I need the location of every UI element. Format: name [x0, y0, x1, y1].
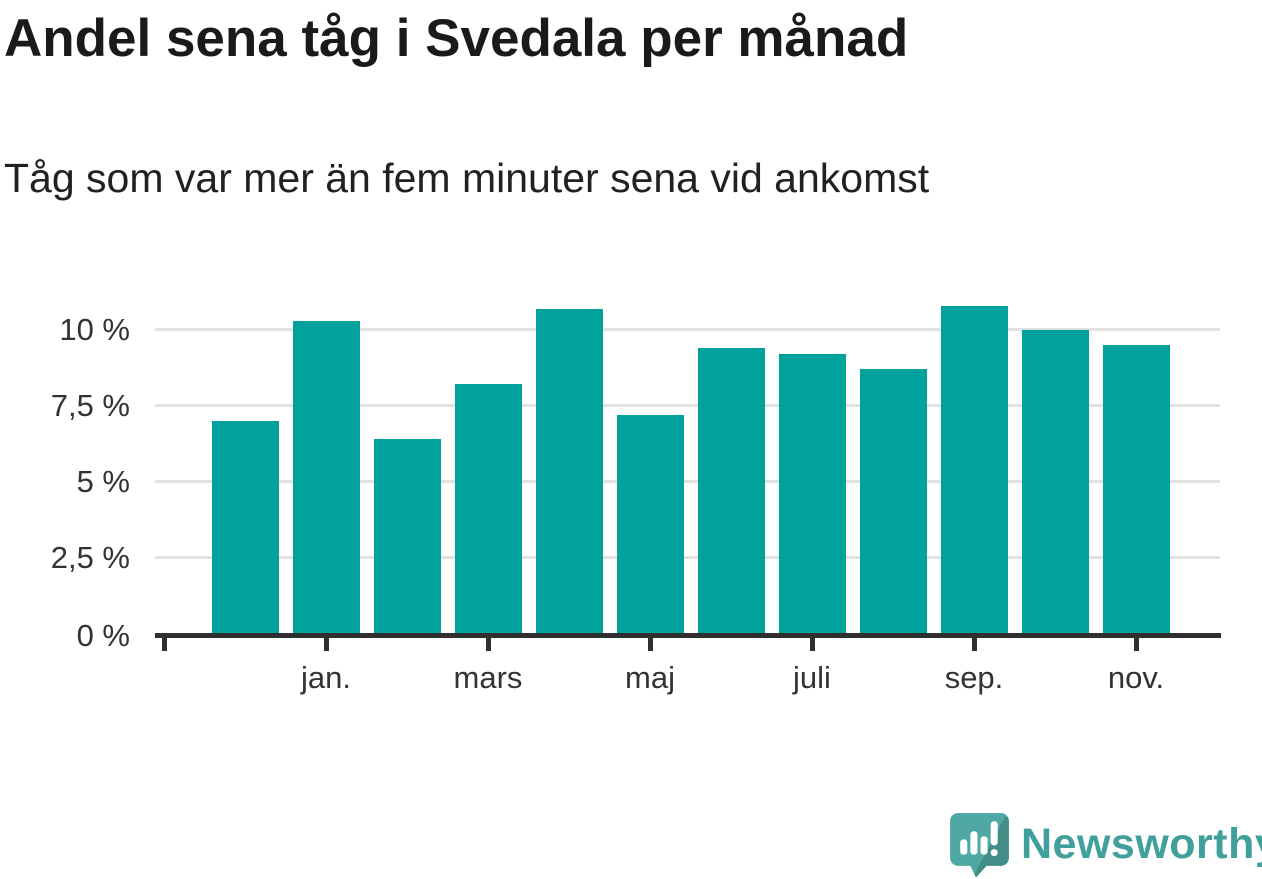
x-axis-tick [324, 638, 329, 651]
bar [211, 421, 279, 633]
x-axis-tick [1134, 638, 1139, 651]
x-axis-label: juli [793, 660, 831, 695]
gridline [155, 328, 1220, 332]
bar [454, 384, 522, 633]
bar [1021, 330, 1089, 633]
gridline [155, 404, 1220, 408]
chart-subtitle: Tåg som var mer än fem minuter sena vid … [4, 155, 930, 201]
newsworthy-logo: Newsworthy [948, 811, 1262, 878]
y-axis-label: 5 % [76, 464, 130, 499]
logo-exclamation-bar [990, 821, 998, 846]
x-axis-label: nov. [1107, 660, 1165, 695]
bar [859, 369, 927, 633]
bar [697, 348, 765, 633]
x-axis-line [155, 633, 1221, 638]
gridline [155, 555, 1220, 559]
x-axis-tick [810, 638, 815, 651]
x-axis-label: jan. [301, 660, 351, 695]
gridline [155, 479, 1220, 483]
logo-chart-bar-1 [960, 839, 968, 855]
bar [1102, 345, 1170, 633]
bar [292, 321, 360, 633]
x-axis-label: sep. [944, 660, 1004, 695]
y-axis-label: 0 % [76, 618, 130, 653]
logo-bubble-shade [972, 817, 1009, 878]
x-axis-label: maj [625, 660, 675, 695]
y-axis-label: 2,5 % [50, 540, 130, 575]
bar [373, 439, 441, 633]
chart-title: Andel sena tåg i Svedala per månad [4, 9, 909, 68]
plot-area [155, 295, 1220, 633]
bar [940, 306, 1008, 633]
bar [616, 415, 684, 633]
y-axis-label: 7,5 % [50, 388, 130, 423]
bar [778, 354, 846, 633]
logo-chart-bar-3 [980, 836, 988, 855]
bar [535, 309, 603, 633]
newsworthy-logo-text: Newsworthy [1021, 820, 1262, 868]
y-axis-label: 10 % [59, 312, 130, 347]
x-axis-tick [162, 638, 167, 651]
logo-chart-bar-2 [970, 831, 978, 855]
logo-exclamation-dot [990, 849, 998, 857]
x-axis-label: mars [453, 660, 523, 695]
newsworthy-logo-icon [950, 813, 1009, 878]
x-axis-tick [486, 638, 491, 651]
x-axis-tick [972, 638, 977, 651]
x-axis-tick [648, 638, 653, 651]
